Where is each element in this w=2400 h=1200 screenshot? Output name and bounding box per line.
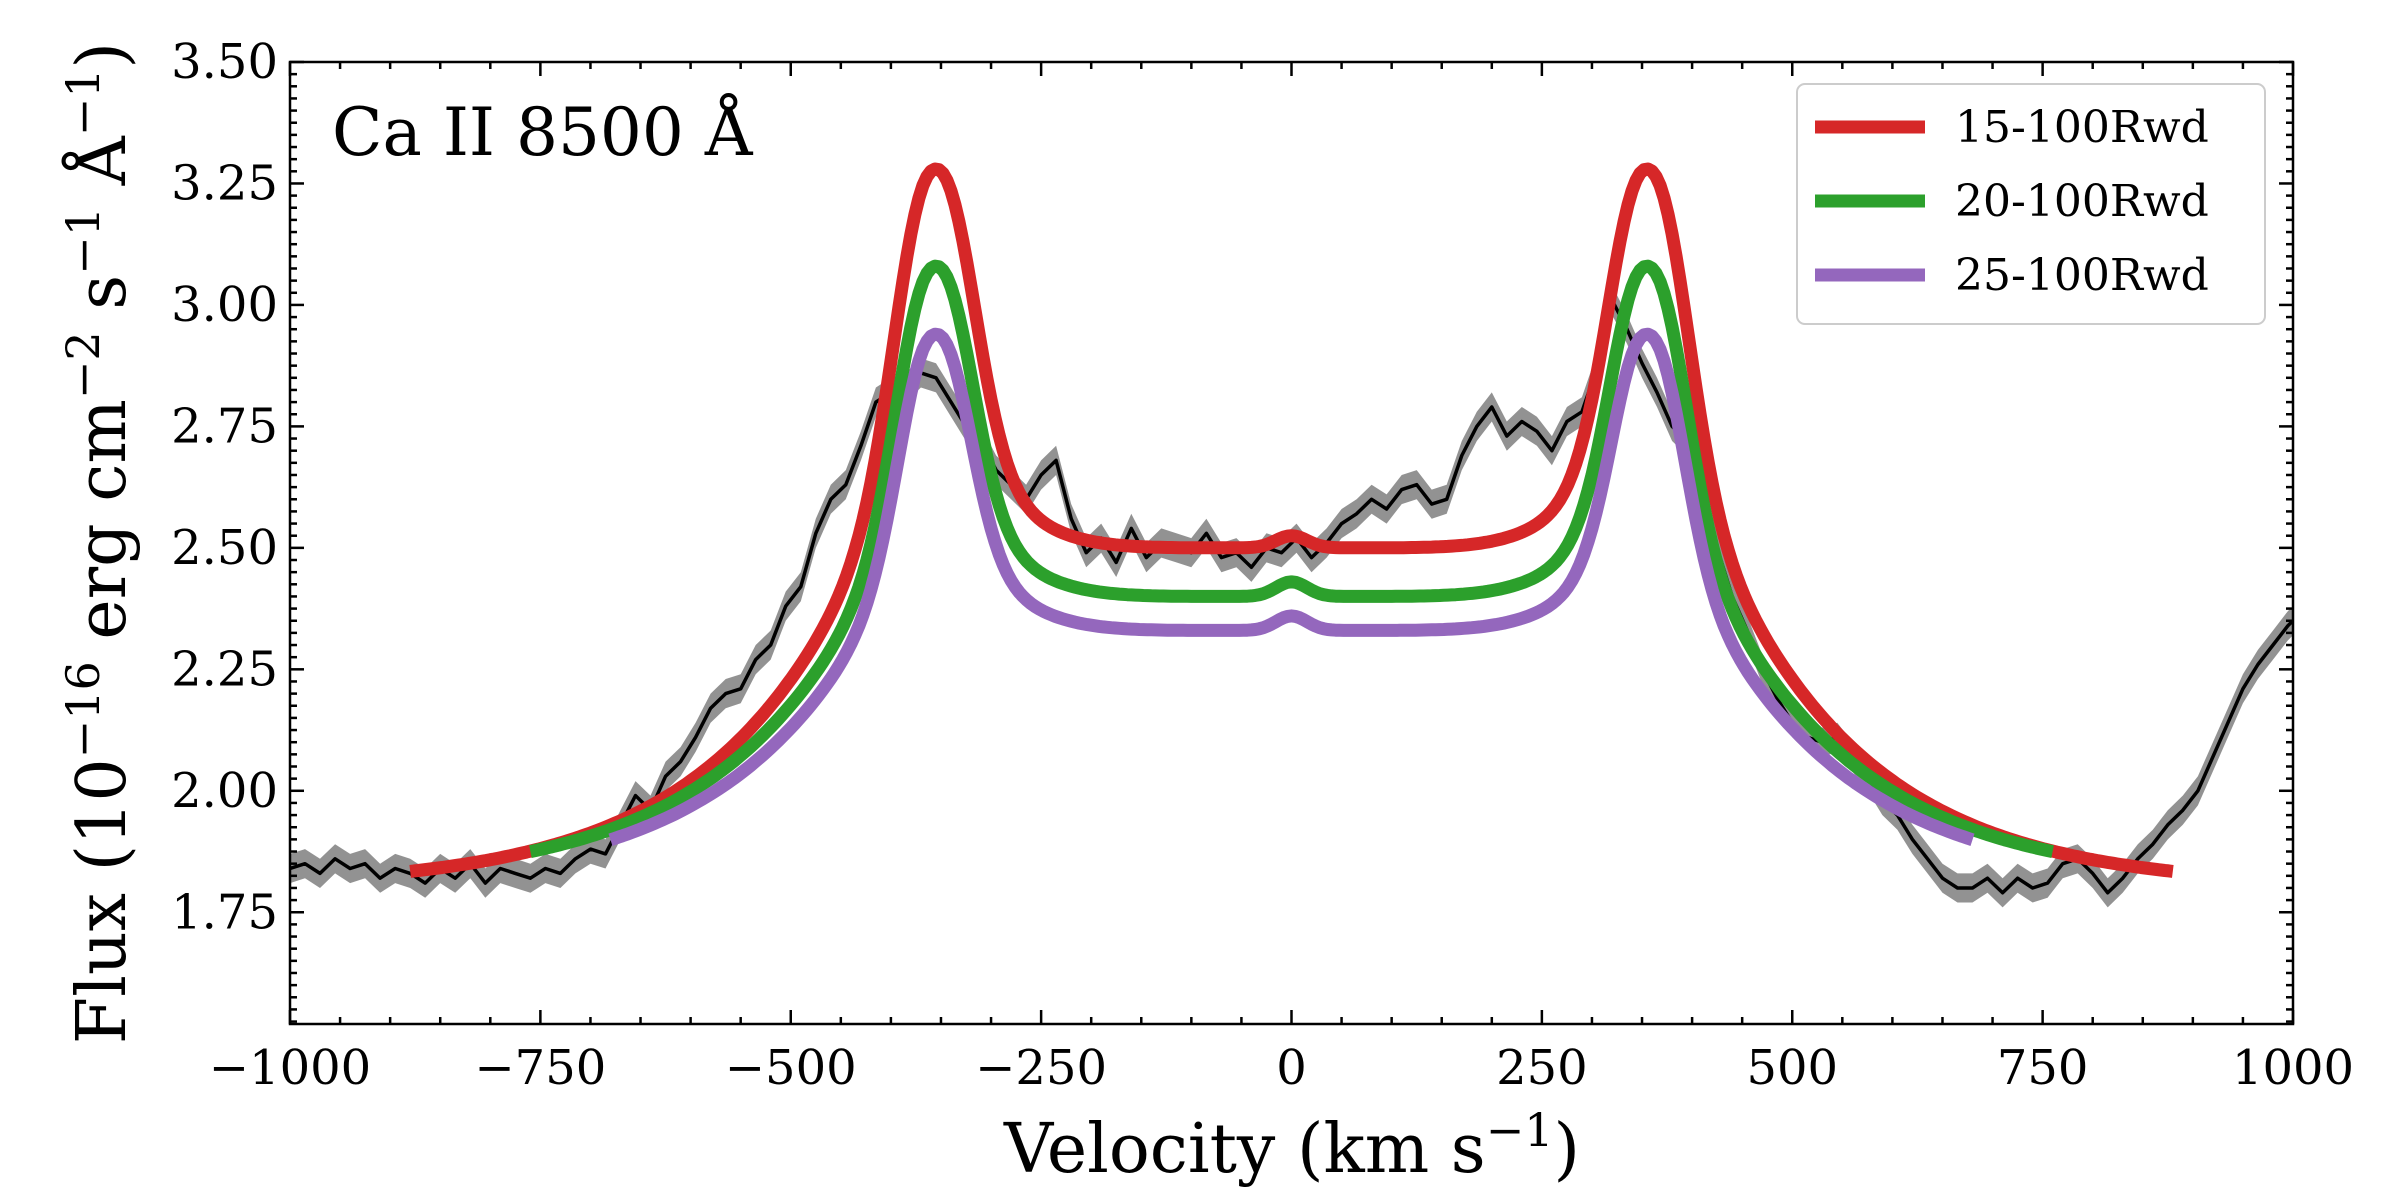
y-axis-title: Flux (10−16 erg cm−2 s−1 Å−1) bbox=[56, 42, 142, 1044]
y-tick-label: 3.25 bbox=[171, 155, 278, 211]
y-tick-label: 1.75 bbox=[171, 884, 278, 940]
x-tick-label: 0 bbox=[1276, 1040, 1307, 1096]
y-tick-label: 2.50 bbox=[171, 520, 278, 576]
x-tick-label: −500 bbox=[725, 1040, 857, 1096]
x-tick-label: −1000 bbox=[209, 1040, 371, 1096]
model-line-25-100Rwd bbox=[608, 327, 1975, 846]
x-tick-label: 500 bbox=[1746, 1040, 1838, 1096]
legend-label-25-100Rwd: 25-100Rwd bbox=[1955, 250, 2209, 301]
legend-box bbox=[1796, 83, 2266, 325]
legend-label-15-100Rwd: 15-100Rwd bbox=[1955, 102, 2209, 153]
x-axis-title: Velocity (km s−1) bbox=[1003, 1103, 1580, 1189]
x-tick-label: −250 bbox=[975, 1040, 1107, 1096]
legend-label-20-100Rwd: 20-100Rwd bbox=[1955, 176, 2209, 227]
y-tick-label: 3.50 bbox=[171, 34, 278, 90]
x-tick-label: −750 bbox=[474, 1040, 606, 1096]
x-tick-label: 1000 bbox=[2232, 1040, 2354, 1096]
model-line-15-100Rwd bbox=[407, 162, 2176, 878]
y-tick-label: 3.00 bbox=[171, 277, 278, 333]
observed-spectrum-line bbox=[290, 298, 2293, 895]
legend: 15-100Rwd 20-100Rwd 25-100Rwd bbox=[1796, 83, 2266, 325]
observed-uncertainty-band bbox=[290, 285, 2293, 908]
x-tick-label: 750 bbox=[1997, 1040, 2089, 1096]
y-tick-label: 2.75 bbox=[171, 398, 278, 454]
y-tick-label: 2.25 bbox=[171, 641, 278, 697]
x-tick-label: 250 bbox=[1496, 1040, 1588, 1096]
model-line-20-100Rwd bbox=[527, 259, 2056, 858]
panel-label: Ca II 8500 Å bbox=[332, 94, 754, 171]
y-tick-label: 2.00 bbox=[171, 763, 278, 819]
